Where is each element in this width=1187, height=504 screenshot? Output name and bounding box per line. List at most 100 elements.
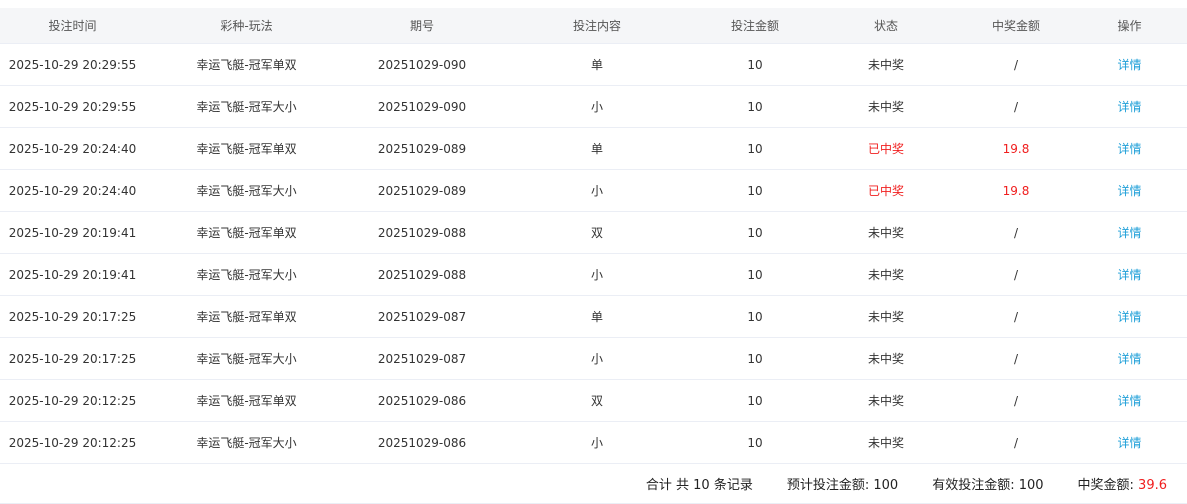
table-row: 2025-10-29 20:19:41 幸运飞艇-冠军大小 20251029-088… (0, 253, 1187, 296)
cell-game: 幸运飞艇-冠军单双 (145, 211, 348, 254)
cell-status: 已中奖 (812, 127, 960, 170)
cell-status: 已中奖 (812, 169, 960, 212)
table-header: 投注时间 彩种-玩法 期号 投注内容 投注金额 状态 中奖金额 操作 (0, 8, 1187, 44)
table-row: 2025-10-29 20:12:25 幸运飞艇-冠军单双 20251029-086… (0, 379, 1187, 422)
cell-issue: 20251029-087 (348, 337, 496, 380)
cell-win: / (960, 421, 1072, 464)
cell-content: 单 (496, 295, 698, 338)
cell-time: 2025-10-29 20:12:25 (0, 379, 145, 422)
table-row: 2025-10-29 20:29:55 幸运飞艇-冠军大小 20251029-090… (0, 85, 1187, 128)
table-row: 2025-10-29 20:17:25 幸运飞艇-冠军大小 20251029-087… (0, 337, 1187, 380)
cell-time: 2025-10-29 20:29:55 (0, 43, 145, 86)
cell-amount: 10 (698, 253, 812, 296)
cell-win: / (960, 337, 1072, 380)
cell-game: 幸运飞艇-冠军单双 (145, 379, 348, 422)
table-row: 2025-10-29 20:24:40 幸运飞艇-冠军大小 20251029-089… (0, 169, 1187, 212)
table-row: 2025-10-29 20:19:41 幸运飞艇-冠军单双 20251029-088… (0, 211, 1187, 254)
column-header: 彩种-玩法 (145, 8, 348, 44)
cell-status: 未中奖 (812, 379, 960, 422)
cell-amount: 10 (698, 127, 812, 170)
cell-content: 小 (496, 253, 698, 296)
cell-game: 幸运飞艇-冠军大小 (145, 337, 348, 380)
cell-issue: 20251029-086 (348, 421, 496, 464)
cell-win: / (960, 295, 1072, 338)
cell-status: 未中奖 (812, 85, 960, 128)
cell-game: 幸运飞艇-冠军大小 (145, 421, 348, 464)
cell-issue: 20251029-090 (348, 85, 496, 128)
cell-issue: 20251029-088 (348, 211, 496, 254)
cell-amount: 10 (698, 85, 812, 128)
win-amount: 中奖金额: 39.6 (1077, 478, 1167, 493)
details-link[interactable]: 详情 (1072, 85, 1187, 128)
cell-time: 2025-10-29 20:12:25 (0, 421, 145, 464)
cell-game: 幸运飞艇-冠军大小 (145, 85, 348, 128)
details-link[interactable]: 详情 (1072, 295, 1187, 338)
cell-win: / (960, 43, 1072, 86)
cell-status: 未中奖 (812, 295, 960, 338)
table-row: 2025-10-29 20:17:25 幸运飞艇-冠军单双 20251029-087… (0, 295, 1187, 338)
cell-status: 未中奖 (812, 421, 960, 464)
cell-time: 2025-10-29 20:29:55 (0, 85, 145, 128)
cell-amount: 10 (698, 337, 812, 380)
cell-amount: 10 (698, 211, 812, 254)
cell-win: / (960, 253, 1072, 296)
total-records: 合计 共 10 条记录 (645, 478, 753, 493)
cell-amount: 10 (698, 43, 812, 86)
cell-status: 未中奖 (812, 337, 960, 380)
bet-records-table: 投注时间 彩种-玩法 期号 投注内容 投注金额 状态 中奖金额 操作 2025-10-29 2… (0, 8, 1187, 464)
cell-game: 幸运飞艇-冠军单双 (145, 43, 348, 86)
details-link[interactable]: 详情 (1072, 379, 1187, 422)
column-header: 中奖金额 (960, 8, 1072, 44)
cell-time: 2025-10-29 20:19:41 (0, 253, 145, 296)
column-header: 投注时间 (0, 8, 145, 44)
cell-game: 幸运飞艇-冠军单双 (145, 127, 348, 170)
cell-status: 未中奖 (812, 211, 960, 254)
cell-issue: 20251029-088 (348, 253, 496, 296)
cell-time: 2025-10-29 20:17:25 (0, 337, 145, 380)
column-header: 投注内容 (496, 8, 698, 44)
cell-content: 双 (496, 211, 698, 254)
details-link[interactable]: 详情 (1072, 253, 1187, 296)
details-link[interactable]: 详情 (1072, 421, 1187, 464)
column-header: 操作 (1072, 8, 1187, 44)
cell-content: 小 (496, 85, 698, 128)
cell-win: / (960, 85, 1072, 128)
cell-amount: 10 (698, 421, 812, 464)
cell-status: 未中奖 (812, 43, 960, 86)
cell-issue: 20251029-087 (348, 295, 496, 338)
expected-amount: 预计投注金额: 100 (786, 478, 899, 493)
cell-win: / (960, 379, 1072, 422)
cell-issue: 20251029-089 (348, 127, 496, 170)
details-link[interactable]: 详情 (1072, 211, 1187, 254)
cell-win: 19.8 (960, 169, 1072, 212)
cell-status: 未中奖 (812, 253, 960, 296)
column-header: 投注金额 (698, 8, 812, 44)
cell-time: 2025-10-29 20:17:25 (0, 295, 145, 338)
cell-issue: 20251029-089 (348, 169, 496, 212)
cell-game: 幸运飞艇-冠军大小 (145, 253, 348, 296)
cell-game: 幸运飞艇-冠军大小 (145, 169, 348, 212)
cell-content: 单 (496, 43, 698, 86)
details-link[interactable]: 详情 (1072, 337, 1187, 380)
cell-amount: 10 (698, 295, 812, 338)
column-header: 状态 (812, 8, 960, 44)
table-row: 2025-10-29 20:29:55 幸运飞艇-冠军单双 20251029-090… (0, 43, 1187, 86)
cell-win: 19.8 (960, 127, 1072, 170)
cell-amount: 10 (698, 379, 812, 422)
column-header: 期号 (348, 8, 496, 44)
cell-content: 单 (496, 127, 698, 170)
cell-issue: 20251029-090 (348, 43, 496, 86)
cell-content: 小 (496, 421, 698, 464)
cell-content: 双 (496, 379, 698, 422)
details-link[interactable]: 详情 (1072, 169, 1187, 212)
table-row: 2025-10-29 20:24:40 幸运飞艇-冠军单双 20251029-089… (0, 127, 1187, 170)
details-link[interactable]: 详情 (1072, 127, 1187, 170)
cell-game: 幸运飞艇-冠军单双 (145, 295, 348, 338)
table-row: 2025-10-29 20:12:25 幸运飞艇-冠军大小 20251029-086… (0, 421, 1187, 464)
details-link[interactable]: 详情 (1072, 43, 1187, 86)
cell-time: 2025-10-29 20:24:40 (0, 127, 145, 170)
cell-content: 小 (496, 169, 698, 212)
cell-win: / (960, 211, 1072, 254)
cell-issue: 20251029-086 (348, 379, 496, 422)
